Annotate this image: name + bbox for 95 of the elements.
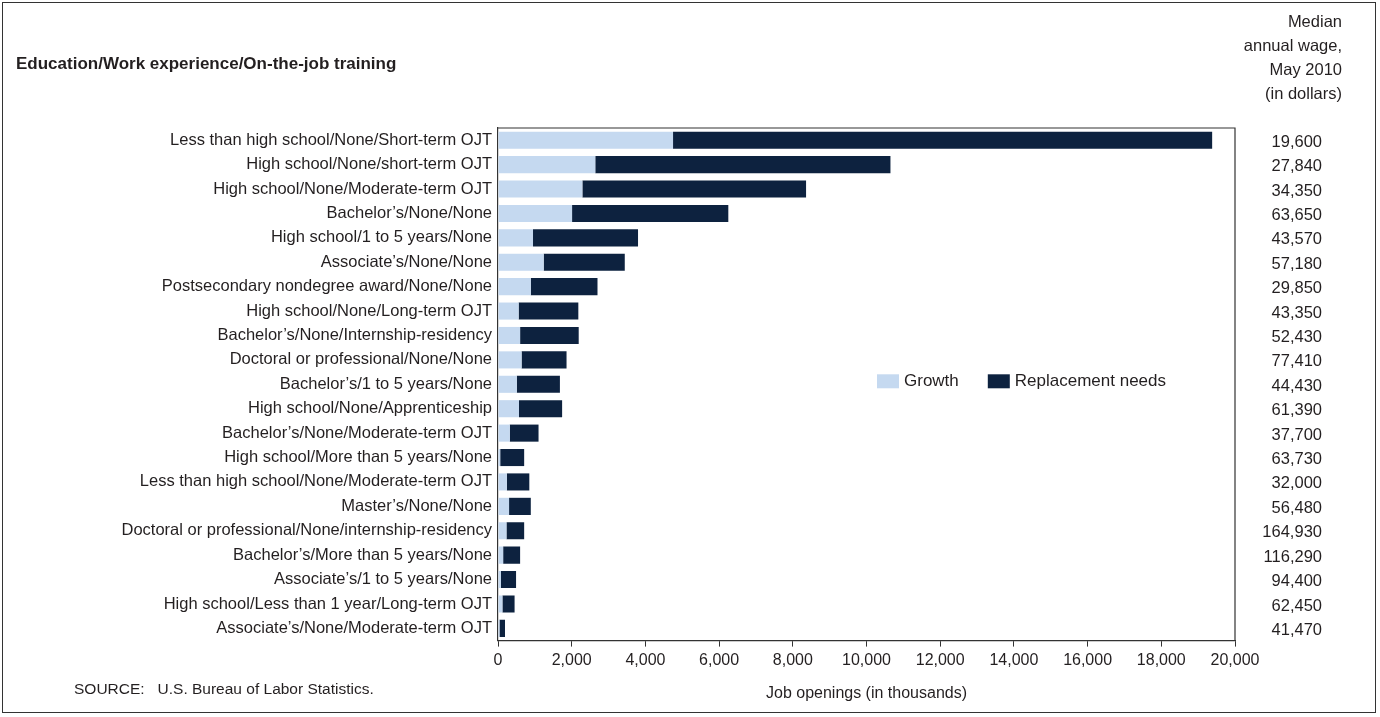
x-tick-label: 20,000 <box>1210 650 1260 668</box>
y-tick-label: Bachelor’s/None/None <box>326 202 492 221</box>
y-tick-label: Doctoral or professional/None/None <box>229 349 492 368</box>
y-tick-label: Postsecondary nondegree award/None/None <box>161 276 492 295</box>
x-tick-label: 12,000 <box>915 650 965 668</box>
y-tick-label: Master’s/None/None <box>341 495 492 514</box>
text: 63,650 <box>1271 204 1322 223</box>
y-tick-label: Associate’s/None/None <box>320 251 492 270</box>
bar <box>498 204 573 222</box>
text: 27,840 <box>1271 156 1322 175</box>
x-tick-label: 8,000 <box>772 650 813 668</box>
bar <box>519 400 563 418</box>
text: 44,430 <box>1271 375 1322 394</box>
bar <box>520 326 579 345</box>
bar <box>502 595 515 613</box>
bar <box>503 546 521 564</box>
bar <box>498 351 522 369</box>
text: 164,930 <box>1262 522 1322 541</box>
x-tick-label: 16,000 <box>1063 650 1113 668</box>
text: 29,850 <box>1271 278 1322 297</box>
legend-label: Replacement needs <box>1014 370 1167 390</box>
text: 61,390 <box>1271 400 1322 419</box>
bar <box>498 497 510 515</box>
text: 32,000 <box>1271 473 1322 492</box>
y-tick-label: High school/1 to 5 years/None <box>270 227 492 246</box>
y-tick-label: Less than high school/None/Short-term OJT <box>170 129 492 148</box>
bar <box>582 180 807 198</box>
bar <box>498 400 520 418</box>
bar <box>543 253 625 271</box>
text: 116,290 <box>1263 546 1322 565</box>
x-tick-label: 6,000 <box>699 650 740 668</box>
bar <box>499 619 505 637</box>
x-tick-label: 2,000 <box>551 650 592 668</box>
text: 52,430 <box>1271 327 1322 346</box>
text: 43,570 <box>1271 229 1322 248</box>
bar <box>533 229 639 247</box>
y-tick-label: Less than high school/None/Moderate-term OJT <box>139 471 492 490</box>
text: 41,470 <box>1271 619 1322 638</box>
bar <box>572 204 729 222</box>
text: 37,700 <box>1271 424 1322 443</box>
text: 94,400 <box>1271 571 1322 590</box>
y-tick-label: High school/None/Long-term OJT <box>246 300 492 319</box>
y2-axis-title: Median annual wage, May 2010 (in dollars) <box>1243 11 1342 102</box>
bar <box>498 375 517 393</box>
bar <box>498 253 544 271</box>
bar <box>498 302 519 320</box>
bar <box>518 302 579 320</box>
text: 77,410 <box>1271 351 1322 370</box>
bar <box>498 229 534 247</box>
bar <box>516 375 560 393</box>
y-tick-label: High school/More than 5 years/None <box>224 447 492 466</box>
bar <box>506 473 530 491</box>
bar <box>506 522 525 540</box>
bar <box>521 351 567 369</box>
bar <box>498 326 521 345</box>
bar <box>509 424 539 442</box>
y-tick-label: Doctoral or professional/None/internship-residency <box>121 520 493 539</box>
bar <box>498 180 583 198</box>
y-tick-label: High school/None/short-term OJT <box>246 154 492 173</box>
bar <box>509 497 531 515</box>
bar <box>498 278 531 296</box>
text: 56,480 <box>1271 497 1322 516</box>
bar <box>498 424 510 442</box>
x-tick-label: 4,000 <box>625 650 666 668</box>
bar <box>498 131 674 149</box>
text: 19,600 <box>1271 131 1322 150</box>
y-tick-label: High school/Less than 1 year/Long-term OJT <box>163 593 492 612</box>
text: 34,350 <box>1271 180 1322 199</box>
x-axis-title: Job openings (in thousands) <box>765 683 968 701</box>
source-note: SOURCE: U.S. Bureau of Labor Statistics. <box>74 680 374 698</box>
bar <box>498 156 596 174</box>
text: 43,350 <box>1271 302 1322 321</box>
bar <box>673 131 1213 149</box>
y-tick-label: Bachelor’s/None/Moderate-term OJT <box>222 422 492 441</box>
bar <box>595 156 891 174</box>
text: 62,450 <box>1271 595 1322 614</box>
bar <box>498 473 507 491</box>
x-tick-label: 14,000 <box>989 650 1039 668</box>
text: 57,180 <box>1271 253 1322 272</box>
y-tick-label: High school/None/Apprenticeship <box>248 398 492 417</box>
x-tick-label: 18,000 <box>1136 650 1186 668</box>
bar <box>530 278 598 296</box>
legend-label: Growth <box>904 370 959 390</box>
bar <box>500 571 517 589</box>
x-tick-label: 10,000 <box>842 650 892 668</box>
bar <box>500 448 525 467</box>
text: 63,730 <box>1271 449 1322 468</box>
y-tick-label: Bachelor’s/More than 5 years/None <box>233 544 492 563</box>
y-tick-label: Associate’s/None/Moderate-term OJT <box>216 617 492 636</box>
y-tick-label: High school/None/Moderate-term OJT <box>213 178 492 197</box>
y-tick-label: Bachelor’s/None/Internship-residency <box>217 325 493 344</box>
y-tick-label: Bachelor’s/1 to 5 years/None <box>279 373 492 392</box>
y-axis-title: Education/Work experience/On-the-job training <box>16 53 397 73</box>
y-tick-label: Associate’s/1 to 5 years/None <box>274 569 492 588</box>
x-tick-label: 0 <box>493 650 503 668</box>
